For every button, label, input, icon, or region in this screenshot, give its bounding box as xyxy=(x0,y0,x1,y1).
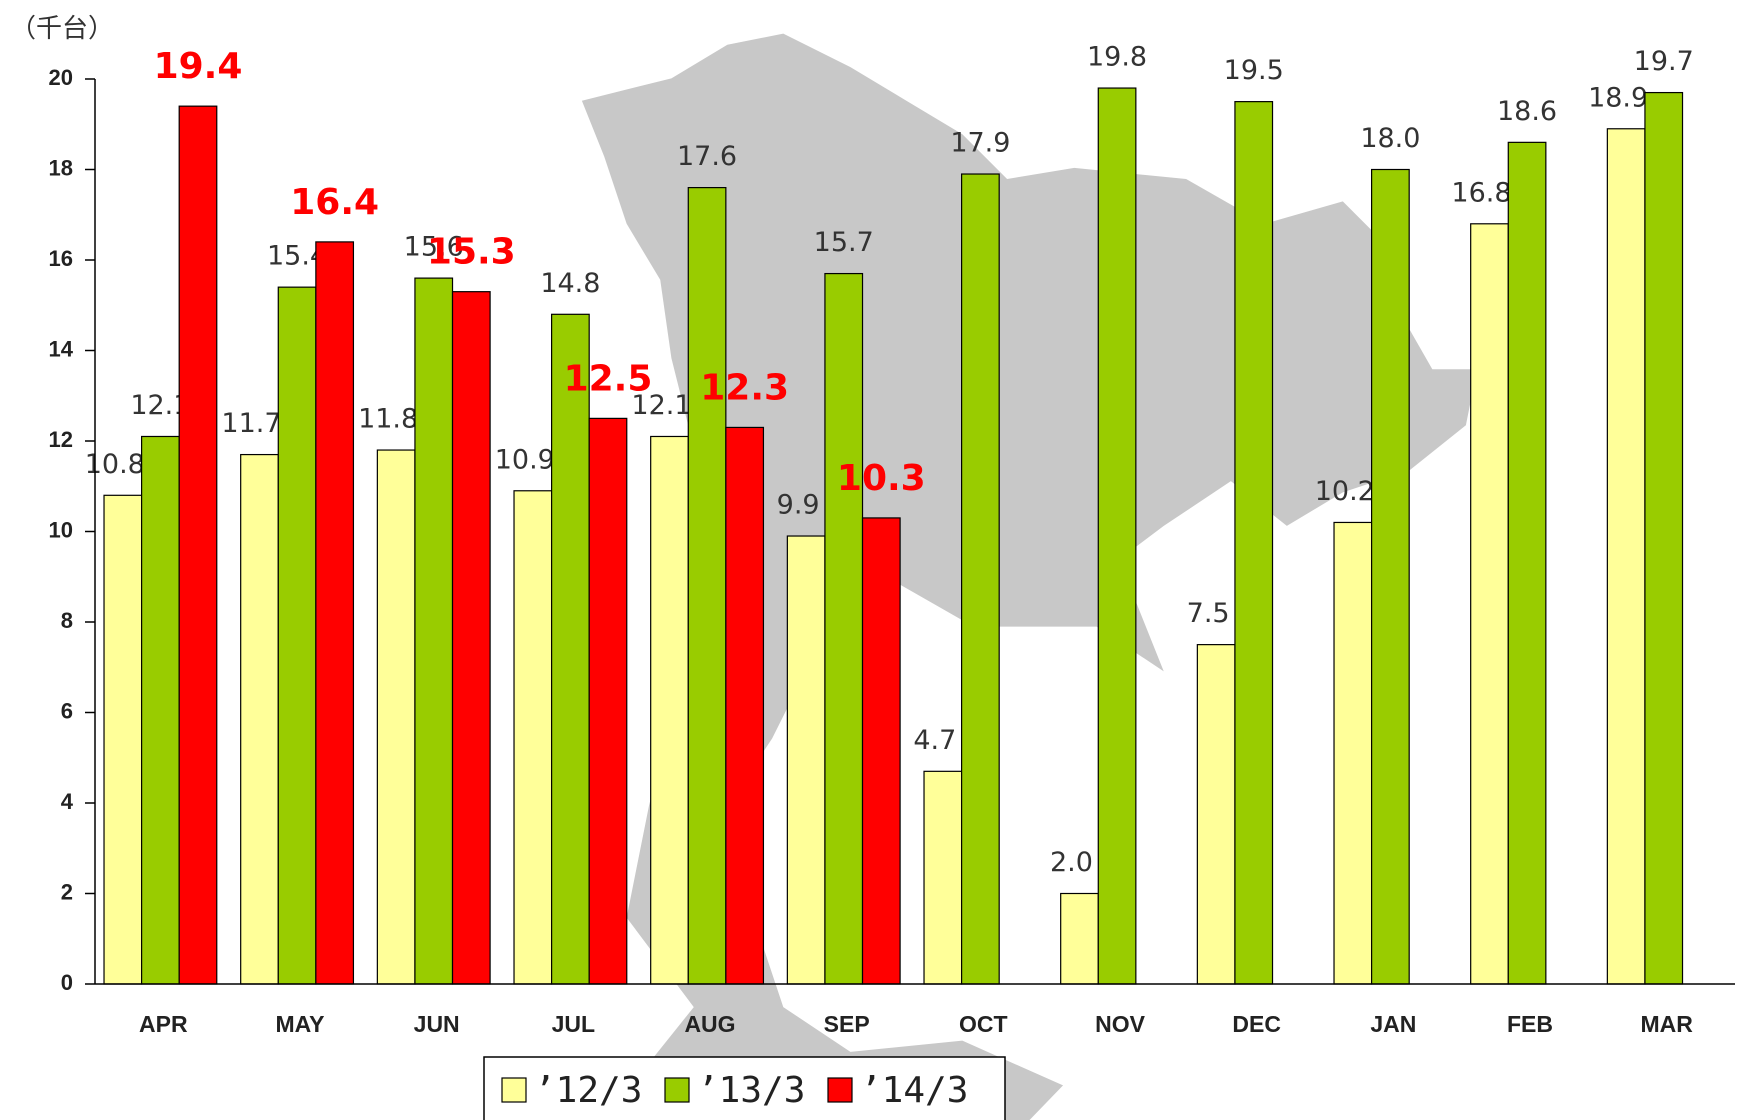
data-label: 12.1 xyxy=(631,390,691,421)
x-tick-label: AUG xyxy=(684,1011,735,1037)
bar xyxy=(1196,644,1236,985)
x-tick-label: SEP xyxy=(824,1011,870,1037)
x-tick-label: APR xyxy=(139,1011,188,1037)
bar xyxy=(1234,101,1274,985)
y-tick-label: 12 xyxy=(49,427,73,452)
unit-label: （千台） xyxy=(10,13,114,43)
bar xyxy=(961,173,1000,985)
data-label: 11.8 xyxy=(358,404,418,435)
data-label: 16.8 xyxy=(1451,177,1511,208)
data-label: 19.8 xyxy=(1087,42,1147,73)
bar xyxy=(1606,128,1646,985)
x-tick-label: NOV xyxy=(1095,1011,1146,1037)
bar xyxy=(1371,168,1410,985)
data-label: 18.6 xyxy=(1497,96,1557,127)
bar xyxy=(1507,141,1547,985)
y-tick-label: 8 xyxy=(61,608,73,633)
bar xyxy=(277,286,317,985)
x-tick-label: JAN xyxy=(1370,1011,1416,1037)
data-label: 18.9 xyxy=(1588,82,1648,113)
data-label: 9.9 xyxy=(777,490,820,521)
bar xyxy=(240,453,279,985)
y-tick-label: 18 xyxy=(49,155,73,180)
bar xyxy=(376,449,416,985)
legend-swatch xyxy=(664,1077,690,1103)
legend-box xyxy=(483,1056,1006,1120)
bar xyxy=(650,435,689,985)
data-label: 7.5 xyxy=(1187,598,1230,629)
data-label: 12.3 xyxy=(700,367,789,408)
bar xyxy=(103,494,143,985)
data-label: 17.9 xyxy=(950,128,1010,159)
bar xyxy=(786,535,826,985)
data-label: 11.7 xyxy=(221,408,281,439)
data-label: 10.2 xyxy=(1315,476,1375,507)
bar xyxy=(923,770,963,985)
bar xyxy=(687,187,727,985)
legend-label: ’13/3 xyxy=(697,1070,805,1111)
legend-label: ’12/3 xyxy=(534,1070,642,1111)
data-label: 18.0 xyxy=(1360,123,1420,154)
bar xyxy=(178,105,218,985)
y-tick-label: 20 xyxy=(49,65,73,90)
data-label: 10.3 xyxy=(837,458,926,499)
x-tick-label: JUN xyxy=(414,1011,460,1037)
x-tick-label: DEC xyxy=(1232,1011,1281,1037)
bar xyxy=(141,435,180,985)
y-tick-label: 10 xyxy=(49,517,73,542)
bar xyxy=(1470,223,1509,985)
data-label: 10.9 xyxy=(495,444,555,475)
y-tick-label: 2 xyxy=(61,879,73,904)
bar xyxy=(824,272,864,985)
data-label: 19.5 xyxy=(1224,55,1284,86)
y-tick-label: 0 xyxy=(61,970,73,995)
legend-swatch xyxy=(827,1077,853,1103)
y-tick-label: 16 xyxy=(49,246,73,271)
x-tick-label: MAR xyxy=(1640,1011,1693,1037)
bar xyxy=(451,291,491,985)
bar xyxy=(1644,91,1684,985)
data-label: 15.7 xyxy=(814,227,874,258)
data-label: 17.6 xyxy=(677,141,737,172)
bar xyxy=(315,241,355,985)
legend-label: ’14/3 xyxy=(860,1070,968,1111)
data-label: 19.4 xyxy=(154,46,243,87)
bar xyxy=(513,490,553,985)
x-tick-label: JUL xyxy=(552,1011,595,1037)
bar xyxy=(551,313,590,985)
data-label: 16.4 xyxy=(290,182,379,223)
y-tick-label: 6 xyxy=(61,698,73,723)
x-tick-label: OCT xyxy=(959,1011,1008,1037)
bar xyxy=(1060,892,1099,985)
data-label: 12.5 xyxy=(564,358,653,399)
bar xyxy=(588,417,628,985)
legend-swatch xyxy=(501,1077,527,1103)
bar xyxy=(414,277,454,985)
x-tick-label: MAY xyxy=(276,1011,325,1037)
bar xyxy=(861,517,901,985)
bar xyxy=(725,426,765,985)
data-label: 2.0 xyxy=(1050,847,1093,878)
y-tick-label: 4 xyxy=(61,789,74,814)
data-label: 15.6 xyxy=(404,232,464,263)
bar xyxy=(1097,87,1137,985)
x-tick-label: FEB xyxy=(1507,1011,1553,1037)
bar xyxy=(1333,521,1373,985)
data-label: 15.3 xyxy=(427,232,516,273)
data-label: 10.8 xyxy=(85,449,145,480)
data-label: 14.8 xyxy=(540,268,600,299)
data-label: 4.7 xyxy=(913,725,956,756)
y-tick-label: 14 xyxy=(49,336,74,361)
data-label: 19.7 xyxy=(1634,46,1694,77)
